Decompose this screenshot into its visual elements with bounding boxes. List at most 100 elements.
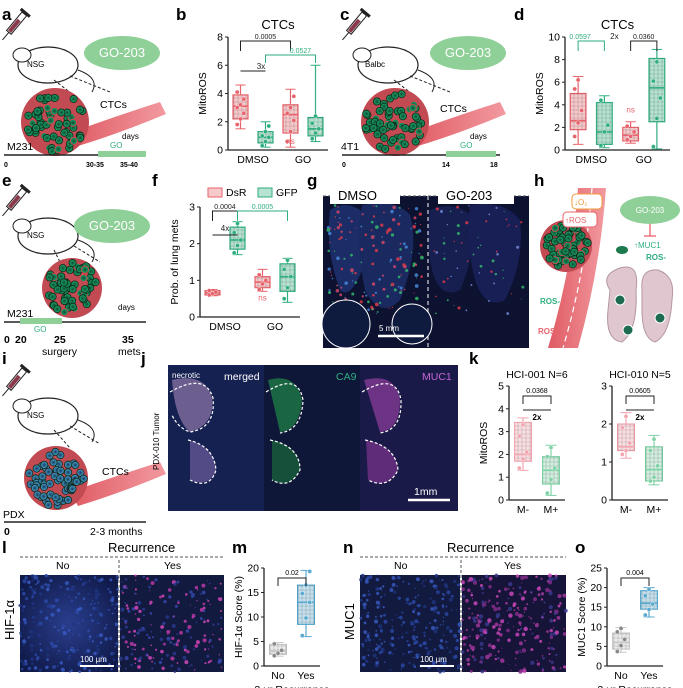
ylabel: MUC1	[342, 603, 357, 640]
data-point	[313, 113, 318, 119]
cell	[43, 103, 52, 112]
y-tick-label: 4	[554, 99, 560, 111]
tick-0: 0	[4, 162, 8, 169]
panel-h-schematic: ↓O₂ ↑ROS GO-203 ↑MUC1 ROS- ROS- ROS+	[538, 187, 680, 349]
cell	[44, 467, 53, 476]
data-point	[605, 122, 611, 128]
y-tick-label: 8	[554, 54, 560, 66]
y-tick-label: 2	[601, 419, 607, 431]
data-point	[643, 612, 648, 618]
data-point	[655, 463, 660, 469]
data-point	[307, 569, 312, 574]
x-tick-label: GO	[636, 154, 652, 166]
ros-plus-label: ROS+	[538, 327, 560, 336]
cell	[385, 106, 394, 115]
cell	[59, 278, 68, 287]
y-tick-label: 0	[498, 495, 504, 507]
data-point	[241, 96, 247, 102]
cell	[45, 479, 54, 488]
data-point	[624, 137, 630, 143]
label-dmso: DMSO	[338, 188, 377, 203]
data-point	[646, 586, 652, 592]
ctc-label: CTCs	[440, 103, 467, 115]
cell	[545, 233, 554, 242]
stat-annotation: ns	[258, 294, 266, 303]
surgery-label: surgery	[42, 346, 78, 358]
ctc-label: CTCs	[100, 99, 127, 111]
mouse-icon	[352, 46, 435, 93]
cell	[68, 259, 77, 268]
cell	[36, 94, 45, 103]
y-tick-label: 4	[217, 88, 223, 100]
data-point	[545, 454, 550, 459]
tick-1: 20	[15, 334, 27, 346]
cell	[79, 274, 88, 283]
y-tick-label: 10	[247, 612, 259, 624]
schematic-a: NSG GO-203 CTCs M231 GO days 0 30-35 35-…	[2, 7, 166, 169]
label-go203: GO-203	[446, 188, 492, 203]
y-axis-label: MitoROS	[534, 72, 546, 115]
data-point	[272, 653, 277, 659]
cell	[376, 119, 385, 128]
days-label: days	[118, 303, 135, 312]
y-tick-label: 3	[601, 381, 607, 393]
cell	[68, 285, 77, 294]
cell	[56, 474, 65, 483]
stat-annotation: 2x	[636, 413, 645, 422]
data-point	[263, 139, 268, 144]
data-point	[651, 474, 657, 480]
data-point	[548, 477, 554, 482]
cell	[63, 475, 72, 484]
data-point	[648, 478, 653, 484]
data-point	[572, 134, 577, 139]
chart-title: HCI-001 N=6	[506, 369, 568, 381]
x-tick-label: M+	[544, 504, 559, 516]
cell	[583, 238, 592, 247]
data-point	[309, 120, 315, 126]
chart-f: 0 1 2 3 Prob. of lung mets DMSO GO 0.0004 0.0005…	[169, 187, 300, 333]
stat-annotation: 0.0605	[629, 388, 651, 395]
data-point	[620, 452, 625, 457]
panel-letter-m: m	[232, 538, 247, 557]
y-tick-label: 6	[217, 60, 223, 72]
data-point	[234, 89, 240, 95]
data-point	[263, 129, 268, 134]
fluorescence-speckle	[326, 204, 525, 315]
chart-title: CTCs	[601, 17, 635, 32]
cell	[401, 124, 410, 133]
data-point	[259, 143, 265, 149]
blood-vessel	[70, 462, 166, 506]
y-tick-label: 2	[554, 122, 560, 134]
scale-label: 5 mm	[379, 324, 399, 333]
blood-vessel	[410, 102, 506, 146]
data-point	[300, 633, 305, 638]
data-point	[620, 425, 625, 431]
stat-annotation: 0.0005	[255, 34, 277, 41]
y-axis-label: Prob. of lung mets	[169, 219, 181, 304]
x-tick-label: DMSO	[209, 321, 241, 333]
data-point	[256, 272, 262, 278]
data-point	[602, 129, 607, 135]
o2-label: ↓O₂	[574, 198, 587, 207]
cell	[369, 124, 378, 133]
legend-label: DsR	[226, 187, 247, 199]
tick-2: 35-40	[120, 162, 138, 169]
cell	[409, 122, 418, 131]
cell	[46, 116, 55, 125]
stat-annotation: 0.004	[626, 570, 644, 577]
cell	[25, 469, 34, 478]
data-point	[658, 95, 663, 101]
legend-swatch	[207, 187, 223, 198]
data-point	[260, 281, 265, 287]
data-point	[615, 649, 620, 654]
data-point	[300, 591, 305, 596]
label-yes: Yes	[164, 560, 181, 572]
data-point	[646, 607, 652, 612]
fluorescence-speckle	[359, 573, 568, 674]
cell	[551, 223, 560, 232]
cell	[81, 265, 90, 274]
y-tick-label: 1	[601, 457, 607, 469]
cell-label: PDX	[3, 509, 25, 521]
cell	[570, 247, 579, 256]
